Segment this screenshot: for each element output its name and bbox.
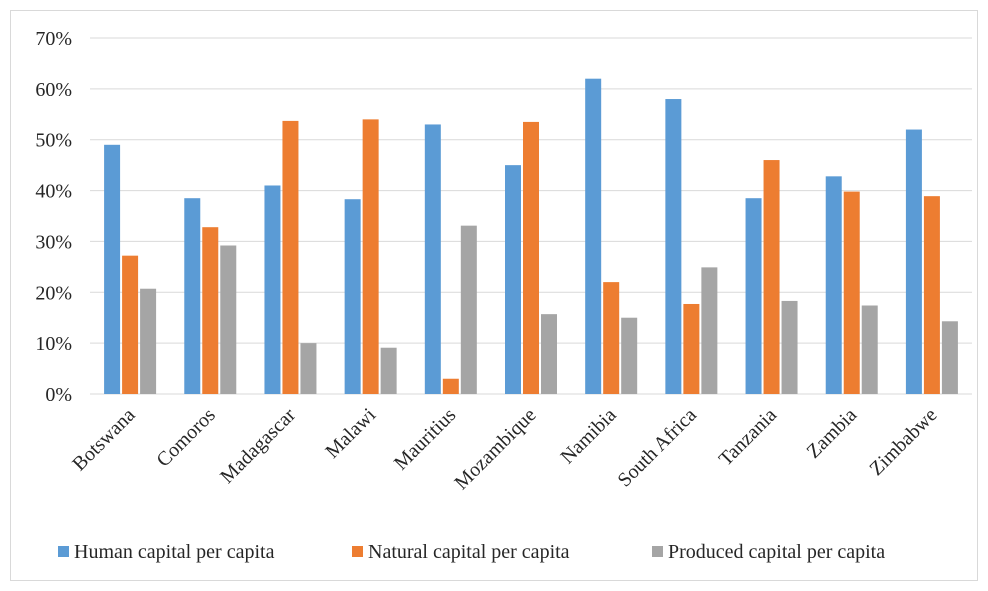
x-tick-label: Malawi	[321, 404, 380, 463]
bar	[701, 267, 718, 394]
bar	[300, 343, 317, 394]
bar	[843, 191, 860, 394]
bar	[380, 347, 397, 394]
bar	[505, 165, 521, 394]
bar	[523, 121, 539, 395]
legend-label: Human capital per capita	[74, 541, 275, 563]
x-tick-label: Botswana	[68, 404, 139, 475]
bar	[104, 144, 121, 394]
x-tick-label: Comoros	[152, 404, 220, 472]
y-tick-label: 50%	[35, 130, 72, 152]
bar	[763, 160, 780, 394]
bar	[460, 225, 477, 394]
bar	[362, 119, 379, 394]
y-tick-label: 10%	[35, 333, 72, 355]
x-tick-label: Zambia	[803, 404, 862, 463]
chart-frame	[10, 10, 978, 581]
x-tick-label: South Africa	[613, 404, 701, 492]
bar	[184, 198, 201, 394]
bar	[442, 378, 459, 394]
bar	[264, 185, 281, 394]
bar	[825, 176, 842, 394]
bars	[104, 78, 958, 395]
bar	[220, 245, 237, 394]
bar	[541, 314, 557, 394]
bar	[122, 255, 139, 394]
bar	[941, 321, 958, 394]
bar	[621, 317, 638, 394]
x-tick-label: Mauritius	[390, 404, 461, 475]
x-tick-label: Zimbabwe	[865, 404, 941, 480]
legend-label: Natural capital per capita	[368, 541, 570, 563]
y-axis-ticks: 0% 10% 20% 30% 40% 50% 60% 70%	[35, 28, 72, 406]
x-tick-label: Madagascar	[216, 404, 300, 488]
bar	[905, 129, 922, 395]
bar	[781, 300, 798, 394]
bar	[424, 124, 441, 394]
legend-swatch	[352, 546, 363, 557]
y-tick-label: 60%	[35, 79, 72, 101]
bar	[683, 303, 700, 394]
x-tick-label: Mozambique	[450, 404, 540, 494]
y-tick-label: 20%	[35, 282, 72, 304]
legend: Human capital per capita Natural capital …	[58, 541, 885, 563]
legend-label: Produced capital per capita	[668, 541, 885, 563]
bar	[861, 305, 878, 394]
y-tick-label: 0%	[45, 384, 72, 406]
x-tick-label: Namibia	[556, 404, 620, 468]
bar	[202, 227, 219, 394]
bar	[603, 282, 620, 394]
legend-swatch	[652, 546, 663, 557]
bar	[282, 120, 299, 394]
bar	[665, 99, 682, 395]
y-tick-label: 70%	[35, 28, 72, 50]
bar	[923, 196, 940, 394]
bar	[140, 288, 157, 394]
y-tick-label: 40%	[35, 181, 72, 203]
y-tick-label: 30%	[35, 231, 72, 253]
legend-swatch	[58, 546, 69, 557]
bar	[585, 78, 602, 394]
x-tick-label: Tanzania	[715, 404, 781, 470]
bar	[344, 199, 361, 394]
bar	[745, 198, 762, 394]
